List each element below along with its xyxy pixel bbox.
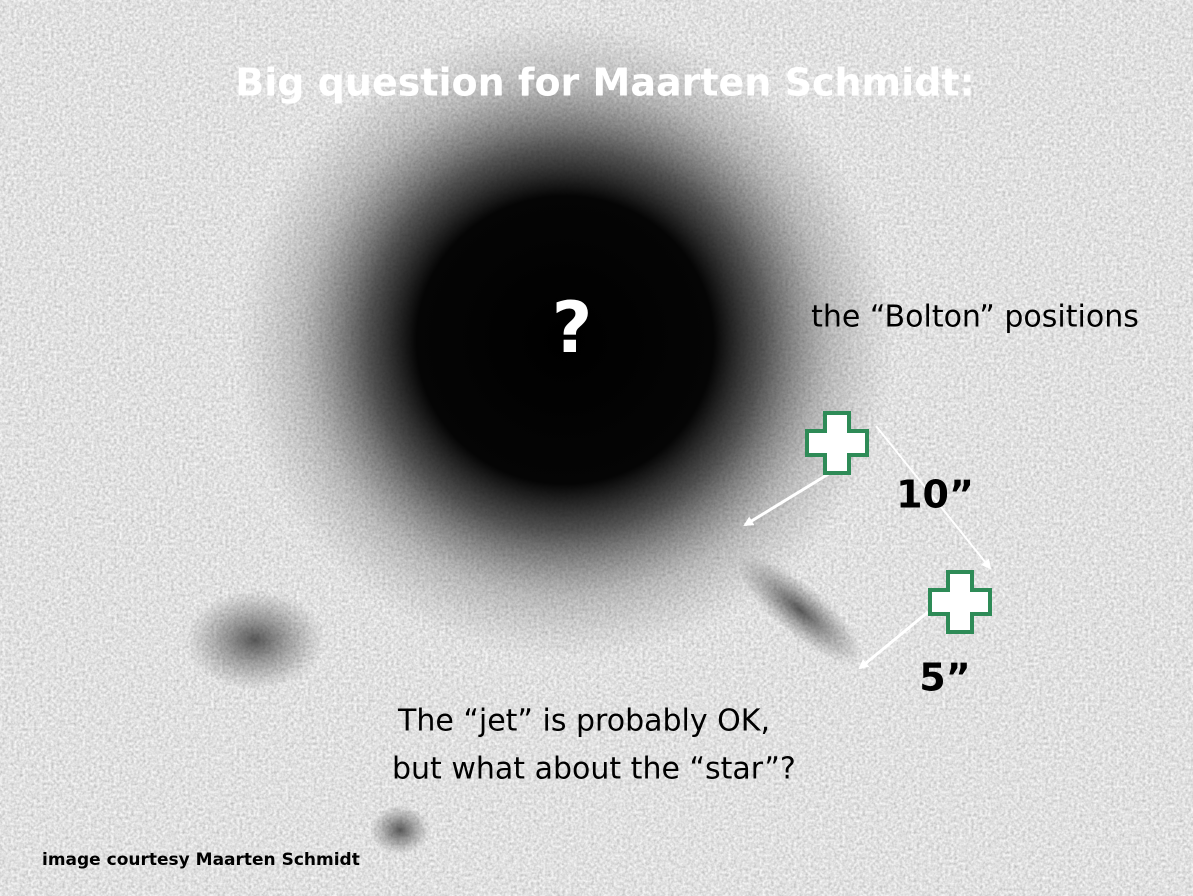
arrow bbox=[743, 468, 836, 527]
question-mark: ? bbox=[552, 287, 593, 369]
position-cross bbox=[805, 411, 869, 475]
distance-label: 10” bbox=[896, 473, 974, 517]
credit: image courtesy Maarten Schmidt bbox=[42, 850, 360, 870]
distance-label: 5” bbox=[919, 656, 970, 700]
slide-title: Big question for Maarten Schmidt: bbox=[235, 61, 974, 105]
positions-label: the “Bolton” positions bbox=[811, 300, 1139, 335]
faint-object bbox=[370, 805, 430, 855]
faint-object bbox=[185, 590, 325, 690]
jet bbox=[736, 555, 864, 665]
caption-line: but what about the “star”? bbox=[392, 752, 796, 787]
bright-source bbox=[235, 20, 895, 660]
caption-line: The “jet” is probably OK, bbox=[397, 704, 770, 739]
position-cross bbox=[928, 570, 992, 634]
arrow bbox=[858, 610, 929, 670]
arrow bbox=[875, 425, 992, 570]
